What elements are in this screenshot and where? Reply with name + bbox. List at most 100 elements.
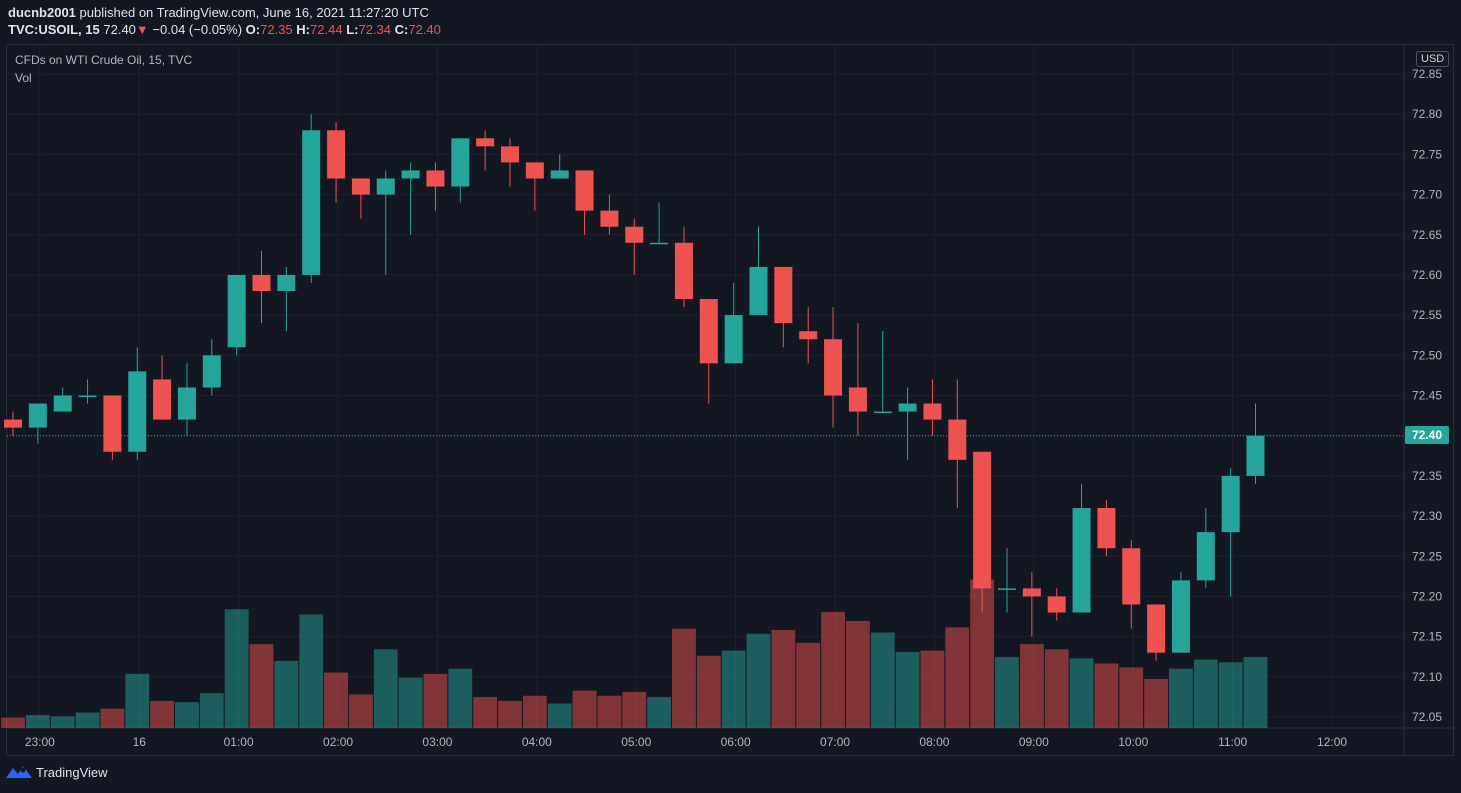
volume-bar [572,690,597,728]
candle-body [1072,508,1091,613]
x-tick-label: 23:00 [25,735,55,749]
candle-body [351,178,370,195]
volume-bar [100,708,125,728]
candle-body [4,419,22,428]
volume-bar [970,579,995,728]
open-value: 72.35 [260,22,293,37]
volume-bar [125,673,150,728]
volume-bar [150,700,175,728]
volume-bar [175,702,199,728]
volume-bar [1069,658,1094,728]
x-tick-label: 02:00 [323,735,353,749]
candle-body [674,242,693,300]
header-bar: ducnb2001 published on TradingView.com, … [0,0,1461,44]
candle-body [525,162,544,179]
volume-bar [995,657,1019,728]
candle-body [600,210,619,227]
brand-name: TradingView [36,764,108,780]
candle-body [78,395,97,397]
candle-body [451,138,470,187]
candle-body [28,403,47,428]
candle-body [824,339,843,396]
candle-body [923,403,942,420]
volume-bar [672,628,696,728]
x-tick-label: 04:00 [522,735,552,749]
candle-body [1122,548,1141,605]
author-name[interactable]: ducnb2001 [8,5,76,20]
volume-bar [423,673,448,728]
currency-button[interactable]: USD [1416,51,1450,67]
x-tick-label: 11:00 [1218,735,1247,749]
candle-body [749,266,768,316]
y-tick-label: 72.55 [1412,308,1442,322]
volume-bar [547,703,572,728]
volume-bar [821,611,845,728]
candle-body [53,395,72,412]
candle-body [848,387,867,412]
last-price-tag: 72.40 [1405,426,1449,444]
price-change: −0.04 (−0.05%) [152,22,243,37]
y-tick-label: 72.35 [1412,469,1442,483]
volume-bar [721,650,746,728]
candle-body [252,274,271,292]
candle-body [873,411,892,414]
y-tick-label: 72.45 [1412,389,1442,403]
chart-legend: CFDs on WTI Crude Oil, 15, TVC Vol [15,53,192,89]
volume-bar [199,693,224,728]
x-tick-label: 16 [133,735,147,749]
volume-bar [1193,659,1218,728]
candle-body [998,588,1016,590]
volume-bar [870,632,895,728]
open-label: O: [245,22,261,37]
footer-brand[interactable]: TradingView [6,764,108,780]
candle-body [1196,532,1215,581]
published-text: published on TradingView.com, June 16, 2… [79,5,429,20]
x-tick-label: 12:00 [1317,735,1347,749]
volume-bar [348,694,373,728]
volume-bar [224,609,249,728]
ohlc-line: TVC:USOIL, 15 72.40▼ −0.04 (−0.05%) O:72… [8,22,441,37]
volume-bar [50,716,75,728]
x-tick-label: 06:00 [721,735,751,749]
candle-body [625,226,644,243]
volume-bar [771,629,796,728]
volume-bar [1144,678,1169,728]
volume-bar [1019,644,1044,728]
candle-body [103,395,122,452]
candle-body [1097,508,1116,549]
candle-body [376,178,395,195]
x-tick-label: 10:00 [1118,735,1148,749]
candle-body [948,419,967,460]
volume-bar [920,650,945,728]
volume-bar [1044,649,1069,728]
candle-body [401,170,420,179]
volume-label: Vol [15,71,32,85]
y-tick-label: 72.10 [1412,670,1442,684]
volume-bar [945,627,970,728]
down-arrow-icon: ▼ [135,22,149,37]
tradingview-logo-icon [6,766,32,778]
y-tick-label: 72.30 [1412,509,1442,523]
candle-body [1047,596,1066,613]
candle-body [177,387,196,420]
series-title: CFDs on WTI Crude Oil, 15, TVC [15,53,193,67]
candle-body [277,274,296,292]
candle-body [550,170,569,179]
volume-bar [373,649,398,728]
volume-bar [75,712,100,728]
volume-bar [274,660,299,728]
candle-body [227,274,246,348]
y-tick-label: 72.20 [1412,589,1442,603]
x-tick-label: 07:00 [820,735,850,749]
y-tick-label: 72.80 [1412,107,1442,121]
symbol-label: TVC:USOIL, 15 [8,22,100,37]
candle-body [575,170,594,211]
y-tick-label: 72.85 [1412,67,1442,81]
volume-bar [522,695,547,728]
y-tick-label: 72.50 [1412,348,1442,362]
y-tick-label: 72.15 [1412,630,1442,644]
x-tick-label: 05:00 [621,735,651,749]
candle-body [699,299,718,364]
volume-bar [796,642,821,728]
